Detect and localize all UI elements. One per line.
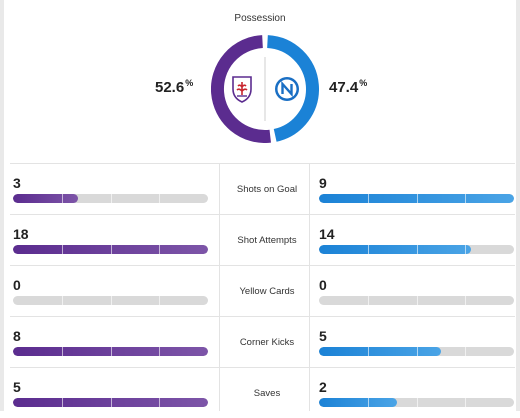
bar-segment-divider <box>465 347 467 356</box>
napoli-crest-icon <box>275 77 299 101</box>
bar-segment-divider <box>61 245 63 254</box>
bar-segment-divider <box>465 194 467 203</box>
bar-segment-divider <box>110 245 112 254</box>
home-stat-value: 18 <box>13 226 29 242</box>
stat-row: 8 Corner Kicks 5 <box>10 316 515 367</box>
possession-arc-home <box>211 35 271 143</box>
fiorentina-crest-icon <box>232 76 252 103</box>
home-stat-bar <box>13 398 208 407</box>
stat-label: Saves <box>253 388 281 399</box>
stat-row: 18 Shot Attempts 14 <box>10 214 515 265</box>
bar-segment-divider <box>159 398 161 407</box>
home-possession-value: 52.6% <box>155 78 194 96</box>
away-stat-value: 2 <box>319 379 327 395</box>
table-divider-right <box>309 163 310 411</box>
bar-segment-divider <box>367 245 369 254</box>
bar-segment-divider <box>416 296 418 305</box>
bar-segment-divider <box>367 398 369 407</box>
home-stat-bar <box>13 245 208 254</box>
home-stat-value: 8 <box>13 328 21 344</box>
bar-segment-divider <box>367 347 369 356</box>
bar-segment-divider <box>110 398 112 407</box>
bar-segment-divider <box>367 194 369 203</box>
home-stat-value: 0 <box>13 277 21 293</box>
home-stat-bar <box>13 347 208 356</box>
bar-segment-divider <box>416 194 418 203</box>
away-stat-value: 9 <box>319 175 327 191</box>
bar-segment-divider <box>416 347 418 356</box>
away-stat-bar <box>319 245 514 254</box>
away-stat-value: 14 <box>319 226 335 242</box>
home-stat-bar <box>13 296 208 305</box>
away-stat-bar <box>319 296 514 305</box>
bar-segment-divider <box>416 245 418 254</box>
stat-label: Shots on Goal <box>236 184 298 195</box>
bar-segment-divider <box>159 194 161 203</box>
away-stat-value: 5 <box>319 328 327 344</box>
bar-segment-divider <box>159 245 161 254</box>
away-stat-bar <box>319 347 514 356</box>
table-divider-left <box>219 163 220 411</box>
bar-segment-divider <box>61 296 63 305</box>
stat-label: Yellow Cards <box>239 286 295 297</box>
bar-segment-divider <box>416 398 418 407</box>
home-stat-bar-fill <box>13 194 78 203</box>
away-stat-bar-fill <box>319 398 397 407</box>
away-stat-value: 0 <box>319 277 327 293</box>
stat-row: 3 Shots on Goal 9 <box>10 163 515 214</box>
possession-donut-chart <box>211 35 319 143</box>
stat-row: 5 Saves 2 <box>10 367 515 418</box>
bar-segment-divider <box>465 296 467 305</box>
away-stat-bar <box>319 398 514 407</box>
bar-segment-divider <box>367 296 369 305</box>
possession-arc-away <box>266 35 319 142</box>
bar-segment-divider <box>110 296 112 305</box>
away-stat-bar <box>319 194 514 203</box>
stat-row: 0 Yellow Cards 0 <box>10 265 515 316</box>
bar-segment-divider <box>61 398 63 407</box>
left-border <box>0 0 4 411</box>
bar-segment-divider <box>61 194 63 203</box>
bar-segment-divider <box>159 296 161 305</box>
home-stat-bar <box>13 194 208 203</box>
bar-segment-divider <box>61 347 63 356</box>
away-stat-bar-fill <box>319 245 471 254</box>
bar-segment-divider <box>159 347 161 356</box>
stat-label: Shot Attempts <box>237 235 297 246</box>
stats-table: 3 Shots on Goal 9 18 Shot Attempts 14 0 Yellow … <box>10 163 515 418</box>
bar-segment-divider <box>110 194 112 203</box>
stat-label: Corner Kicks <box>239 337 295 348</box>
away-possession-value: 47.4% <box>329 78 368 96</box>
right-border <box>516 0 520 411</box>
home-stat-value: 3 <box>13 175 21 191</box>
possession-title: Possession <box>234 13 286 24</box>
bar-segment-divider <box>465 245 467 254</box>
home-stat-value: 5 <box>13 379 21 395</box>
away-stat-bar-fill <box>319 347 441 356</box>
bar-segment-divider <box>110 347 112 356</box>
bar-segment-divider <box>465 398 467 407</box>
